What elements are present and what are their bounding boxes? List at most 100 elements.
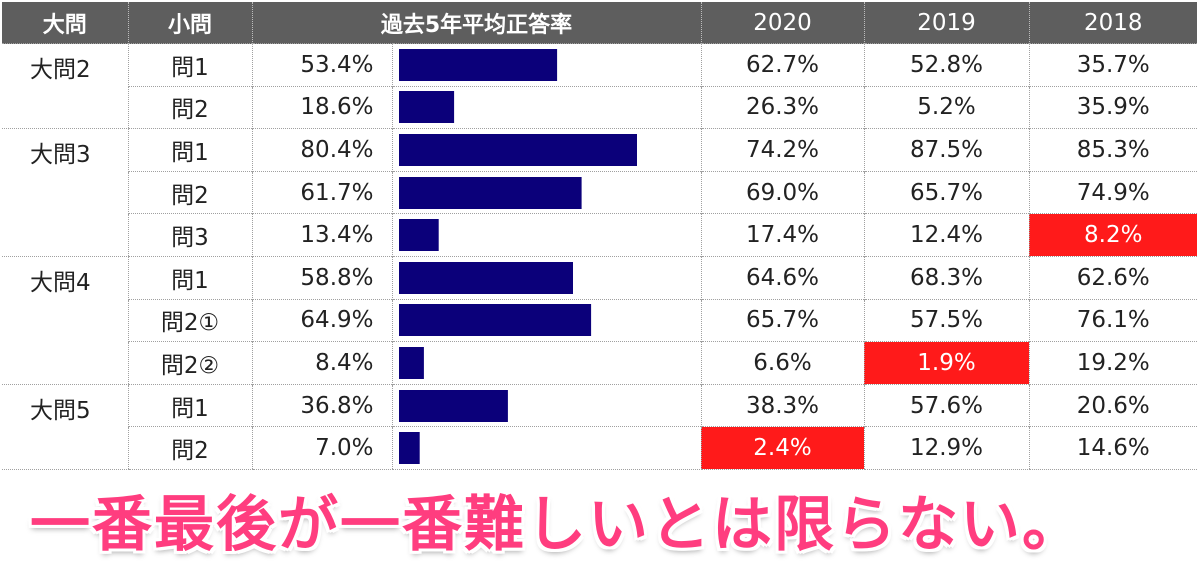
header-row: 大問 小問 過去5年平均正答率 2020 2019 2018 — [2, 2, 1197, 44]
value-2018: 62.6% — [1028, 255, 1197, 300]
sho-cell: 問2 — [127, 85, 252, 129]
caption-banner: 一番最後が一番難しいとは限らない。 — [30, 490, 1084, 560]
average-bar — [398, 176, 582, 209]
dai-cell: 大問2 — [2, 42, 128, 130]
average-bar-svg — [398, 48, 557, 81]
value-2018: 35.9% — [1028, 85, 1197, 129]
header-year-2020: 2020 — [700, 2, 864, 44]
header-average: 過去5年平均正答率 — [251, 2, 701, 44]
value-2019: 52.8% — [863, 43, 1029, 87]
average-bar-cell — [391, 170, 701, 214]
value-2020: 2.4% — [700, 426, 864, 470]
average-bar-cell — [391, 255, 701, 300]
average-bar-cell — [391, 298, 701, 342]
table-row: 問2 18.6% 26.3% 5.2% 35.9% — [2, 85, 1197, 129]
sho-cell: 問2 — [127, 426, 252, 470]
average-bar-svg — [398, 91, 454, 124]
dai-cell: 大問4 — [2, 255, 128, 385]
average-label: 13.4% — [251, 213, 392, 257]
value-2019: 5.2% — [863, 85, 1029, 129]
value-2018: 14.6% — [1028, 426, 1197, 470]
average-bar — [398, 261, 573, 294]
table-row: 大問2 問1 53.4% 62.7% 52.8% 35.7% — [2, 42, 1197, 130]
average-bar-cell — [391, 426, 701, 470]
table-row: 問2 7.0% 2.4% 12.9% 14.6% — [2, 426, 1197, 470]
average-bar — [398, 346, 424, 379]
sho-cell: 問1 — [127, 43, 252, 87]
value-2020: 62.7% — [700, 43, 864, 87]
table-row: 大問3 問1 80.4% 74.2% 87.5% 85.3% — [2, 128, 1197, 257]
average-bar — [398, 389, 508, 422]
value-2020: 38.3% — [700, 383, 864, 427]
average-bar-svg — [398, 389, 508, 422]
average-label: 64.9% — [251, 298, 392, 342]
table-row: 問2② 8.4% 6.6% 1.9% 19.2% — [2, 341, 1197, 385]
average-bar — [398, 219, 439, 252]
value-2018: 8.2% — [1028, 213, 1197, 257]
average-bar-cell — [391, 383, 701, 427]
value-2018: 35.7% — [1028, 43, 1197, 87]
average-bar-cell — [391, 213, 701, 257]
average-bar-svg — [398, 133, 637, 166]
sho-cell: 問2① — [127, 298, 252, 342]
average-label: 58.8% — [251, 255, 392, 300]
value-2019: 65.7% — [863, 170, 1029, 214]
value-2020: 64.6% — [700, 255, 864, 300]
sho-cell: 問3 — [127, 213, 252, 257]
average-bar-cell — [391, 43, 701, 87]
dai-cell: 大問5 — [2, 383, 128, 470]
average-bar-svg — [398, 261, 573, 294]
value-2019: 12.9% — [863, 426, 1029, 470]
value-2020: 6.6% — [700, 341, 864, 385]
average-bar-svg — [398, 219, 439, 252]
header-sho: 小問 — [127, 2, 252, 44]
value-2019: 1.9% — [863, 341, 1029, 385]
value-2019: 68.3% — [863, 255, 1029, 300]
average-label: 7.0% — [251, 426, 392, 470]
average-bar — [398, 48, 557, 81]
value-2019: 57.6% — [863, 383, 1029, 427]
header-year-2019: 2019 — [863, 2, 1029, 44]
value-2019: 12.4% — [863, 213, 1029, 257]
value-2020: 26.3% — [700, 85, 864, 129]
sho-cell: 問1 — [127, 383, 252, 427]
average-bar — [398, 91, 454, 124]
value-2018: 20.6% — [1028, 383, 1197, 427]
value-2020: 74.2% — [700, 128, 864, 172]
average-label: 80.4% — [251, 128, 392, 172]
value-2020: 17.4% — [700, 213, 864, 257]
table-row: 問3 13.4% 17.4% 12.4% 8.2% — [2, 213, 1197, 257]
table-row: 問2① 64.9% 65.7% 57.5% 76.1% — [2, 298, 1197, 342]
sho-cell: 問2② — [127, 341, 252, 385]
average-label: 8.4% — [251, 341, 392, 385]
average-label: 36.8% — [251, 383, 392, 427]
table-row: 問2 61.7% 69.0% 65.7% 74.9% — [2, 170, 1197, 214]
average-bar-svg — [398, 304, 591, 337]
average-bar-svg — [398, 432, 420, 465]
header-dai: 大問 — [2, 2, 128, 44]
average-bar-cell — [391, 341, 701, 385]
header-year-2018: 2018 — [1028, 2, 1197, 44]
value-2018: 85.3% — [1028, 128, 1197, 172]
value-2020: 65.7% — [700, 298, 864, 342]
dai-cell: 大問3 — [2, 128, 128, 257]
average-bar-cell — [391, 85, 701, 129]
results-table: 大問 小問 過去5年平均正答率 2020 2019 2018 大問2 問1 53.4… — [2, 2, 1197, 470]
table-body: 大問2 問1 53.4% 62.7% 52.8% 35.7% 問2 18.6% 26.3% 5.2… — [2, 42, 1197, 470]
average-bar-svg — [398, 346, 424, 379]
average-label: 61.7% — [251, 170, 392, 214]
average-bar-svg — [398, 176, 582, 209]
value-2019: 57.5% — [863, 298, 1029, 342]
average-label: 18.6% — [251, 85, 392, 129]
average-bar-cell — [391, 128, 701, 172]
sho-cell: 問2 — [127, 170, 252, 214]
average-bar — [398, 304, 591, 337]
table-row: 大問4 問1 58.8% 64.6% 68.3% 62.6% — [2, 255, 1197, 385]
value-2018: 19.2% — [1028, 341, 1197, 385]
sho-cell: 問1 — [127, 255, 252, 300]
value-2018: 74.9% — [1028, 170, 1197, 214]
average-label: 53.4% — [251, 43, 392, 87]
table-row: 大問5 問1 36.8% 38.3% 57.6% 20.6% — [2, 383, 1197, 470]
value-2018: 76.1% — [1028, 298, 1197, 342]
average-bar — [398, 133, 637, 166]
